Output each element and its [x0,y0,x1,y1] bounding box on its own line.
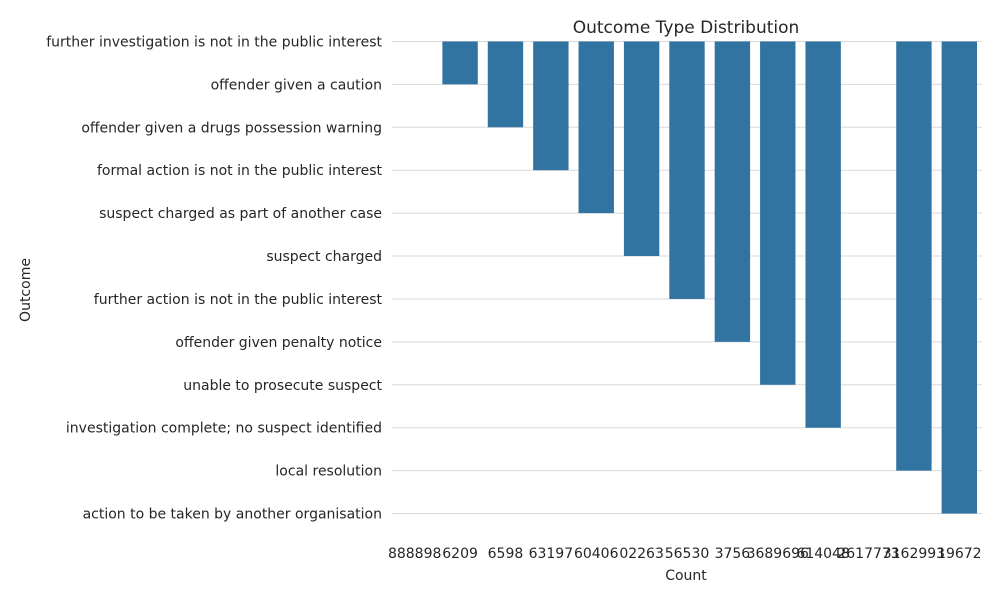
chart-title: Outcome Type Distribution [573,18,800,38]
y-tick-label: suspect charged as part of another case [99,206,382,222]
x-tick-label: 2617773 [837,546,899,562]
x-tick-label: 02263 [619,546,664,562]
bar [896,41,932,471]
x-tick-label: 19672 [937,546,982,562]
x-tick-label: 888898 [388,546,441,562]
y-tick-label: further investigation is not in the publ… [46,34,382,50]
y-tick-label: formal action is not in the public inter… [97,163,383,179]
y-axis-label: Outcome [18,258,34,322]
y-tick-label: local resolution [275,464,382,480]
x-tick-label: 6209 [442,546,478,562]
x-axis-label: Count [665,568,707,584]
y-tick-label: unable to prosecute suspect [183,378,382,394]
bar [578,41,614,214]
y-tick-label: action to be taken by another organisati… [83,507,382,523]
x-tick-labels: 888898 6209 6598 63197 60406 02263 56530 375636… [388,546,982,562]
bar [533,41,569,171]
bar [623,41,660,257]
x-tick-label: 614048 [796,546,849,562]
bars [442,41,978,514]
y-tick-label: offender given a caution [211,77,382,93]
y-tick-label: offender given penalty notice [175,335,382,351]
bar [714,41,751,342]
x-tick-label: 63197 [529,546,574,562]
x-tick-label: 3756 [715,546,751,562]
x-tick-label: 60406 [574,546,619,562]
x-tick-label: 56530 [665,546,710,562]
bar [805,41,841,428]
y-tick-label: suspect charged [266,249,382,265]
y-tick-label: investigation complete; no suspect ident… [66,421,382,437]
y-tick-label: further action is not in the public inte… [94,292,383,308]
bar [487,41,524,128]
bar [941,41,978,514]
y-tick-labels: further investigation is not in the publ… [46,34,382,522]
bar [760,41,796,385]
bar [669,41,705,299]
y-tick-label: offender given a drugs possession warnin… [81,120,382,136]
x-tick-label: 3162993 [883,546,945,562]
bar [442,41,478,85]
x-tick-label: 3689696 [747,546,809,562]
x-tick-label: 6598 [488,546,524,562]
